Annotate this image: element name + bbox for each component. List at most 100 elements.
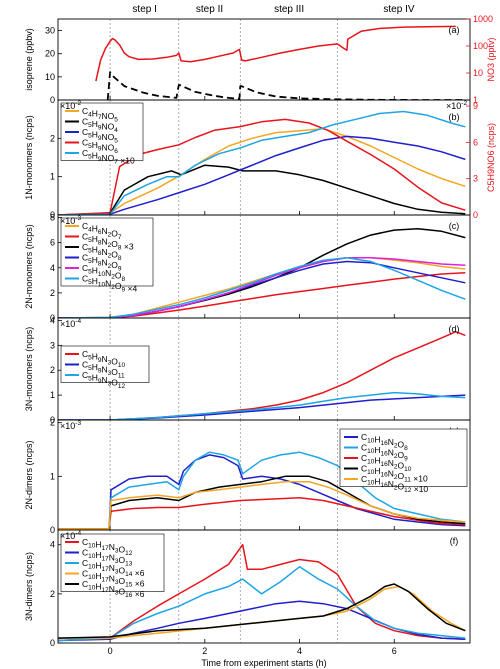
y-tick-label: 0 xyxy=(50,95,55,105)
y2-tick-label: 9 xyxy=(473,101,478,111)
y-tick-label: 2 xyxy=(50,365,55,375)
panel-d: 0 1 2 3 4 3N-monomers (ncps) (d) C5H9N3O10C5H9N… xyxy=(24,315,471,425)
x-tick-label: 2 xyxy=(202,646,207,656)
y2-axis-label: NO3 (pptv) xyxy=(486,37,496,81)
legend-entry: C10H16N2O11 ×10 xyxy=(361,464,428,484)
step-label: step III xyxy=(274,4,304,15)
y-axis-label: 3N-dimers (ncps) xyxy=(24,552,34,621)
step-label: step I xyxy=(132,4,156,15)
legend-entry: C5H9NO6 xyxy=(82,138,118,156)
y2-axis-label: C5H9NO6 (ncps) xyxy=(486,123,496,192)
panel-a: 0 10 20 30 1 10 100 1000 isoprene (ppbv) NO3 (ppt… xyxy=(24,14,496,105)
y-tick-label: 0 xyxy=(50,415,55,425)
legend-box xyxy=(339,428,468,487)
y-tick-label: 1 xyxy=(50,390,55,400)
x-axis-label: Time from experiment starts (h) xyxy=(201,658,326,668)
y-tick-label: 10 xyxy=(45,72,55,82)
series-line-c5h9n3o12 xyxy=(58,391,466,420)
legend-entry: C10H17N3O13 xyxy=(82,548,133,568)
y-tick-label: 20 xyxy=(45,49,55,59)
panel-tag: (a) xyxy=(449,25,460,35)
y-axis-label: 1N-monomers (ncps) xyxy=(24,115,34,200)
axis-exponent: ×10-2 xyxy=(446,100,467,111)
legend-entry: C5H9NO4 xyxy=(82,117,118,135)
series-line-c5h10n2o8 xyxy=(58,256,466,318)
legend-entry: C5H8N2O8 ×3 xyxy=(82,232,134,252)
y2-tick-label: 0 xyxy=(473,210,478,220)
y-tick-label: 1 xyxy=(50,172,55,182)
panel-tag: (d) xyxy=(449,324,460,334)
y-tick-label: 1 xyxy=(50,471,55,481)
legend-box xyxy=(60,217,154,287)
panel-frame xyxy=(57,529,471,644)
legend-entry: C10H16N2O9 xyxy=(361,443,408,463)
series-line-no3 xyxy=(95,25,456,82)
y-tick-label: 0 xyxy=(50,638,55,648)
x-tick-label: 4 xyxy=(297,646,302,656)
y-tick-label: 2 xyxy=(50,288,55,298)
series-line-c10h17n3o12 xyxy=(58,543,466,642)
legend-entry: C4H6N2O7 xyxy=(82,221,122,241)
y-tick-label: 4 xyxy=(50,263,55,273)
y-axis-label: 2N-monomers (ncps) xyxy=(24,224,34,309)
y-tick-label: 2 xyxy=(50,418,55,428)
legend-entry: C10H16N2O12 ×10 xyxy=(361,474,428,494)
series-line-c5h10n2o9-x4 xyxy=(58,256,466,318)
y-tick-label: 2 xyxy=(50,589,55,599)
y2-tick-label: 1 xyxy=(473,95,478,105)
legend-entry: C5H10N2O9 ×4 xyxy=(82,274,137,294)
series-group xyxy=(58,451,466,530)
y2-tick-label: 3 xyxy=(473,174,478,184)
panel-frame xyxy=(57,18,471,101)
legend-entry: C4H7NO5 xyxy=(82,106,118,124)
x-tick-label: 6 xyxy=(392,646,397,656)
legend-entry: C10H17N3O14 ×6 xyxy=(82,558,145,578)
series-line-c10h16n2o9 xyxy=(58,451,466,530)
y2-tick-label: 6 xyxy=(473,137,478,147)
panel-tag: (c) xyxy=(449,221,460,231)
series-line-c10h17n3o15-x6 xyxy=(58,585,466,639)
legend-entry: C5H9N3O12 xyxy=(82,370,126,390)
y-axis-label: 2N-dimers (ncps) xyxy=(24,440,34,509)
series-group xyxy=(58,110,466,215)
legend-entry: C10H16N2O10 xyxy=(361,453,412,473)
y-axis-label: isoprene (ppbv) xyxy=(24,28,34,91)
y-tick-label: 8 xyxy=(50,213,55,223)
series-line-c10h17n3o16-x6 xyxy=(58,583,466,639)
series-group xyxy=(58,330,466,420)
series-line-c10h16n2o12-x10 xyxy=(58,480,466,530)
y-tick-label: 3 xyxy=(50,340,55,350)
axis-exponent: ×10-3 xyxy=(60,215,81,226)
legend-entry: C10H17N3O16 ×6 xyxy=(82,579,145,599)
y-tick-label: 2 xyxy=(50,133,55,143)
y-tick-label: 0 xyxy=(50,210,55,220)
series-line-c5h8n2o8-x3 xyxy=(58,272,466,318)
axis-exponent: ×10-4 xyxy=(60,318,81,329)
series-line-c10h17n3o14-x6 xyxy=(58,566,466,642)
panel-tag: (f) xyxy=(450,536,459,546)
axis-exponent: ×10-3 xyxy=(60,420,81,431)
x-tick-label: 0 xyxy=(108,646,113,656)
series-line-c5h9no7-x10 xyxy=(58,110,466,215)
legend-entry: C10H17N3O12 xyxy=(82,537,133,557)
y2-tick-label: 100 xyxy=(473,41,488,51)
y-tick-label: 0 xyxy=(50,313,55,323)
series-line-c10h16n2o8 xyxy=(58,454,466,530)
panel-c: 0 2 4 6 8 2N-monomers (ncps) (c) C4H6N2O7C5H8N2… xyxy=(24,213,471,323)
legend-entry: C5H9NO7 ×10 xyxy=(82,148,135,166)
legend-entry: C5H8N2O8 xyxy=(82,242,122,262)
series-line-c10h17n3o13 xyxy=(58,600,466,642)
legend-entry: C5H9N3O10 xyxy=(82,349,126,369)
y2-tick-label: 1000 xyxy=(473,14,493,24)
axis-exponent: ×10-2 xyxy=(60,100,81,111)
panel-b: 0 1 2 0 3 6 9 1N-monomers (ncps) C5H9NO6 (ncps) (… xyxy=(24,99,496,220)
axis-exponent: ×10-4 xyxy=(60,530,81,541)
y-tick-label: 6 xyxy=(50,238,55,248)
legend-entry: C5H9N3O11 xyxy=(82,360,125,380)
